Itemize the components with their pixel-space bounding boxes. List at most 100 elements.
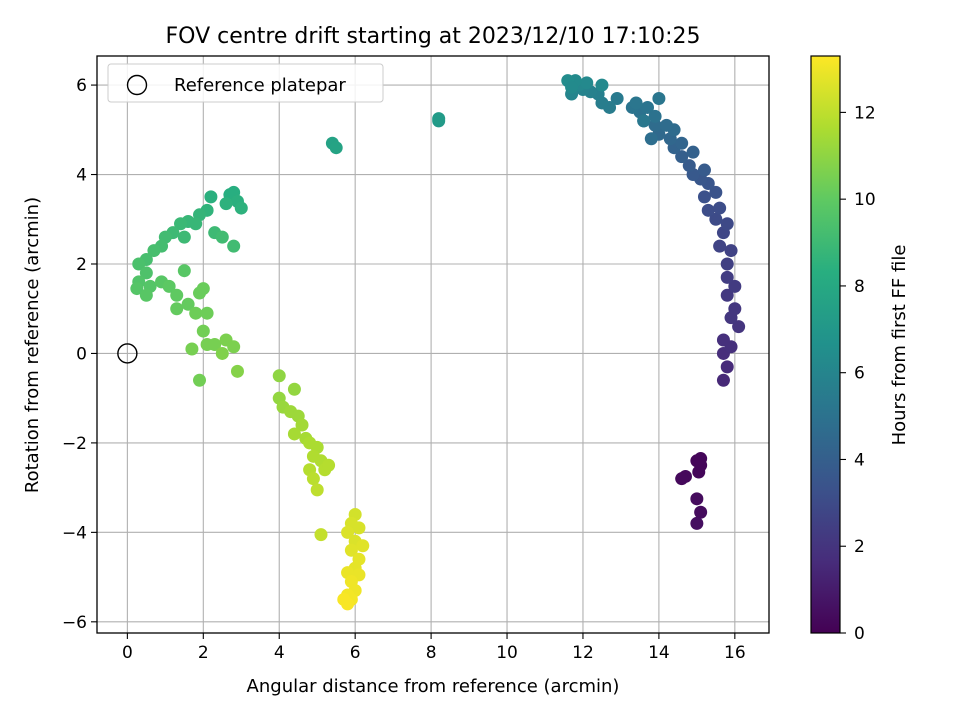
data-point [295, 418, 309, 432]
data-point [690, 516, 704, 530]
colorbar-tick-label: 0 [854, 624, 865, 644]
x-tick-label: 16 [724, 643, 746, 663]
data-point [701, 203, 715, 217]
data-point [215, 230, 229, 244]
colorbar-tick-label: 10 [854, 190, 876, 210]
data-point [728, 279, 742, 293]
data-point [652, 91, 666, 105]
data-point [724, 244, 738, 258]
data-point [720, 360, 734, 374]
data-points [117, 74, 746, 611]
data-point [193, 373, 207, 387]
data-point [227, 239, 241, 253]
data-point [675, 472, 689, 486]
data-point [322, 458, 336, 472]
x-tick-label: 4 [274, 643, 285, 663]
data-point [697, 190, 711, 204]
colorbar-tick-label: 8 [854, 277, 865, 297]
axes-frame [96, 55, 770, 634]
x-tick-label: 8 [426, 643, 437, 663]
colorbar-tick-label: 4 [854, 450, 865, 470]
x-tick-label: 12 [572, 643, 594, 663]
x-tick-label: 0 [122, 643, 133, 663]
y-tick-label: −6 [62, 613, 87, 633]
x-tick-label: 10 [496, 643, 518, 663]
data-point [310, 483, 324, 497]
data-point [709, 212, 723, 226]
data-point [697, 163, 711, 177]
data-point [694, 452, 708, 466]
data-point [713, 239, 727, 253]
data-point [306, 472, 320, 486]
reference-platepar-marker [117, 343, 138, 364]
data-point [713, 201, 727, 215]
data-point [181, 297, 195, 311]
data-point [314, 528, 328, 542]
data-point [287, 427, 301, 441]
colorbar-tick-label: 2 [854, 537, 865, 557]
data-point [610, 91, 624, 105]
y-tick-label: 0 [76, 344, 87, 364]
data-point [177, 230, 191, 244]
data-point [341, 597, 355, 611]
x-tick-label: 6 [350, 643, 361, 663]
data-point [720, 257, 734, 271]
colorbar-label: Hours from first FF file [889, 245, 910, 446]
data-point [686, 145, 700, 159]
data-point [200, 306, 214, 320]
data-point [690, 492, 704, 506]
data-point [728, 302, 742, 316]
data-point [130, 282, 144, 296]
data-point [692, 465, 706, 479]
legend-marker-icon [126, 74, 148, 96]
data-point [204, 190, 218, 204]
data-point [675, 136, 689, 150]
data-point [196, 324, 210, 338]
data-point [432, 112, 446, 126]
y-axis-label: Rotation from reference (arcmin) [22, 197, 43, 493]
x-tick-label: 14 [648, 643, 670, 663]
data-point [185, 342, 199, 356]
data-point [215, 346, 229, 360]
y-tick-label: 4 [76, 166, 87, 186]
data-point [648, 109, 662, 123]
chart-title: FOV centre drift starting at 2023/12/10 … [166, 24, 701, 49]
data-point [565, 80, 579, 94]
data-point [341, 525, 355, 539]
y-tick-label: 2 [76, 255, 87, 275]
x-axis-label: Angular distance from reference (arcmin) [247, 676, 620, 697]
legend: Reference platepar [107, 63, 384, 103]
data-point [716, 373, 730, 387]
colorbar-ticks: 0 2 4 6 8 10 12 [840, 103, 876, 644]
colorbar: 0 2 4 6 8 10 12 Hours from first FF file [810, 55, 910, 644]
data-point [208, 338, 222, 351]
data-point [641, 100, 655, 114]
legend-box [107, 63, 384, 103]
data-point [720, 288, 734, 302]
data-point [352, 521, 366, 535]
data-point [139, 288, 153, 302]
data-point [682, 159, 696, 173]
data-point [132, 257, 146, 271]
data-point [637, 114, 651, 128]
data-point [644, 132, 658, 146]
data-point [219, 197, 233, 211]
data-point [659, 118, 673, 132]
colorbar-tick-label: 12 [854, 103, 876, 123]
data-point [177, 264, 191, 278]
grid [97, 56, 769, 633]
data-point [732, 320, 746, 334]
data-point [139, 266, 153, 280]
data-point [648, 118, 662, 132]
data-point [716, 333, 730, 347]
data-point [329, 141, 343, 155]
data-point [580, 76, 594, 90]
data-point [234, 201, 248, 215]
axis-ticks: 0 2 4 6 8 10 12 14 16 −6 −4 −2 0 2 4 6 [62, 76, 746, 663]
data-point [170, 302, 184, 316]
data-point [356, 539, 370, 553]
data-point [287, 382, 301, 396]
data-point [189, 306, 203, 320]
